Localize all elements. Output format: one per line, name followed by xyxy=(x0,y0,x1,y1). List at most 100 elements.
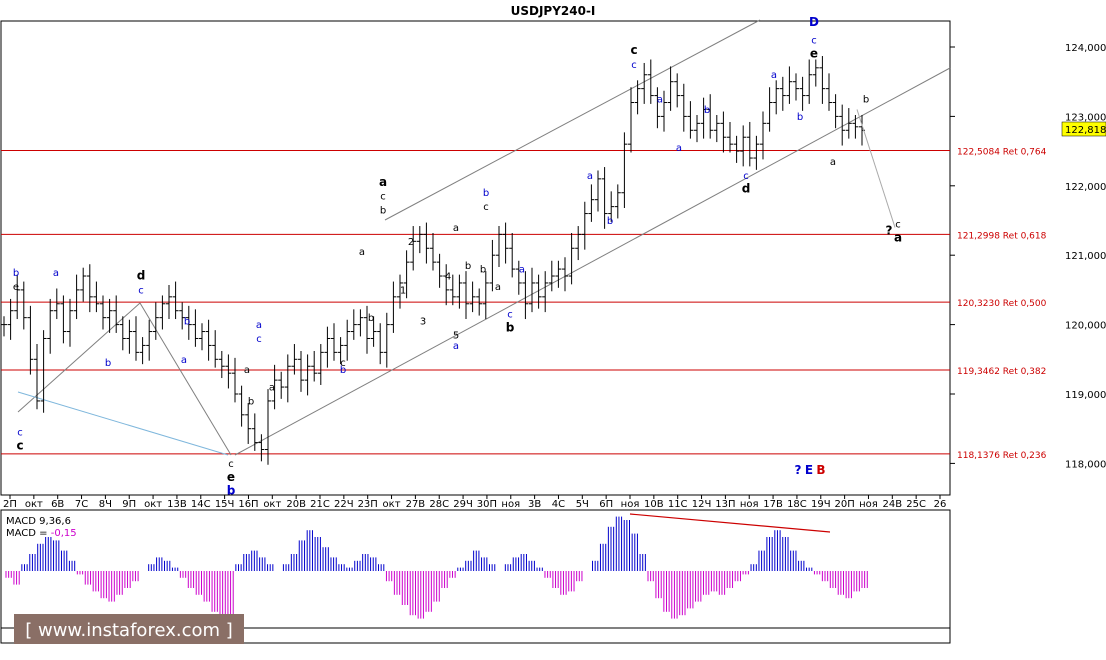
ohlc-bar xyxy=(634,80,641,115)
ohlc-bar xyxy=(106,298,113,333)
macd-panel-frame xyxy=(0,509,951,644)
wave-label: e xyxy=(13,282,19,293)
wave-label: d xyxy=(137,268,146,282)
ohlc-bar xyxy=(568,232,575,285)
wave-label: a xyxy=(453,223,459,234)
x-tick-label-3: 7С xyxy=(75,499,88,510)
ohlc-bar xyxy=(779,76,786,111)
x-tick-label-35: 20П xyxy=(834,499,854,510)
wave-labels: beccabdcbacebacabacbabacb2134a5abbcbaacb… xyxy=(13,15,902,497)
ohlc-bar xyxy=(337,337,344,365)
ohlc-bar xyxy=(496,226,502,267)
ohlc-bar xyxy=(548,260,555,292)
x-tick-label-39: 26 xyxy=(934,499,947,510)
wave-label: d xyxy=(742,182,751,196)
ohlc-bar xyxy=(555,260,562,288)
ohlc-bar xyxy=(284,354,291,403)
ohlc-bar xyxy=(166,285,172,320)
ohlc-bar xyxy=(113,295,120,333)
ohlc-bar xyxy=(397,274,403,309)
ohlc-bar xyxy=(799,76,806,111)
wave-label: 3 xyxy=(420,317,426,328)
ohlc-bar xyxy=(436,253,443,288)
x-tick-label-7: 13В xyxy=(167,499,187,510)
x-tick-label-30: 13П xyxy=(715,499,735,510)
x-tick-label-1: окт xyxy=(25,499,43,510)
wave-label: a xyxy=(244,365,250,376)
y-tick-label-6: 118,000 xyxy=(1065,459,1106,470)
ohlc-bar xyxy=(390,281,397,333)
ohlc-bar xyxy=(674,73,681,108)
ohlc-bar xyxy=(146,319,153,361)
price-axis: 124,000 123,000 122,000 121,000 120,000 119,0… xyxy=(950,43,1106,470)
wave-label: c xyxy=(743,171,749,182)
wave-label: B xyxy=(816,463,825,477)
wave-label: ? xyxy=(795,463,802,477)
y-tick-label-2: 122,000 xyxy=(1065,182,1106,193)
wave-label: b xyxy=(797,112,803,123)
ohlc-bar xyxy=(713,115,720,143)
ohlc-bar xyxy=(694,115,700,143)
x-tick-label-21: ноя xyxy=(501,499,520,510)
ohlc-bar xyxy=(377,323,384,365)
ohlc-bar xyxy=(760,111,766,160)
projection-segment xyxy=(856,109,896,228)
wave-label: ? xyxy=(886,223,893,237)
ohlc-bar xyxy=(298,350,304,392)
ohlc-bar xyxy=(192,309,199,347)
ohlc-bar xyxy=(383,312,390,368)
ohlc-bar xyxy=(469,281,476,313)
ohlc-bar xyxy=(7,298,14,340)
wave-label: b xyxy=(184,317,190,328)
ohlc-bar xyxy=(232,357,238,403)
x-tick-label-28: 11С xyxy=(668,499,688,510)
wave-label: b xyxy=(465,261,471,272)
projection-line xyxy=(856,109,896,228)
ohlc-bar xyxy=(27,305,34,375)
wave-label: a xyxy=(53,268,59,279)
ohlc-bar xyxy=(562,257,568,292)
ohlc-bar xyxy=(595,170,601,212)
wave-label: c xyxy=(228,459,234,470)
ohlc-bar xyxy=(707,94,714,139)
ohlc-bar xyxy=(614,184,621,219)
channel-upper-line xyxy=(384,19,761,221)
wave-label: b xyxy=(704,105,710,116)
ohlc-bar xyxy=(304,354,311,396)
ohlc-bar xyxy=(766,87,773,132)
ohlc-bar xyxy=(258,434,265,462)
x-tick-label-20: 30П xyxy=(477,499,497,510)
ohlc-bar xyxy=(179,302,186,330)
ohlc-bar xyxy=(245,403,252,444)
ohlc-bar xyxy=(126,319,133,354)
macd-value-prefix: MACD = xyxy=(6,528,48,539)
x-tick-label-12: 20В xyxy=(286,499,306,510)
ohlc-bar xyxy=(80,267,87,302)
x-tick-label-10: 16П xyxy=(238,499,258,510)
watermark: [ www.instaforex.com ] xyxy=(14,614,244,644)
ohlc-bar xyxy=(522,271,529,320)
ohlc-bar xyxy=(225,354,232,389)
ohlc-bar xyxy=(212,330,219,368)
wave-label: a xyxy=(771,70,777,81)
ohlc-bar xyxy=(324,326,331,368)
y-tick-label-0: 124,000 xyxy=(1065,43,1106,54)
ohlc-bar xyxy=(529,267,535,313)
ohlc-bar xyxy=(20,281,27,330)
wave-label: b xyxy=(506,321,515,335)
ohlc-bar xyxy=(667,66,674,111)
ohlc-bar xyxy=(317,344,324,385)
wave-label: a xyxy=(379,175,387,189)
ohlc-bar xyxy=(251,413,258,451)
y-tick-label-1: 123,000 xyxy=(1065,112,1106,123)
wave-label: b xyxy=(483,188,489,199)
x-tick-label-16: окт xyxy=(383,499,401,510)
wave-label: c xyxy=(380,192,386,203)
ohlc-bar xyxy=(86,264,93,313)
wave-label: c xyxy=(138,285,144,296)
ohlc-bar xyxy=(67,298,73,347)
wave-label: b xyxy=(607,216,613,227)
x-tick-label-17: 27В xyxy=(406,499,426,510)
wave-label: c xyxy=(340,358,346,369)
